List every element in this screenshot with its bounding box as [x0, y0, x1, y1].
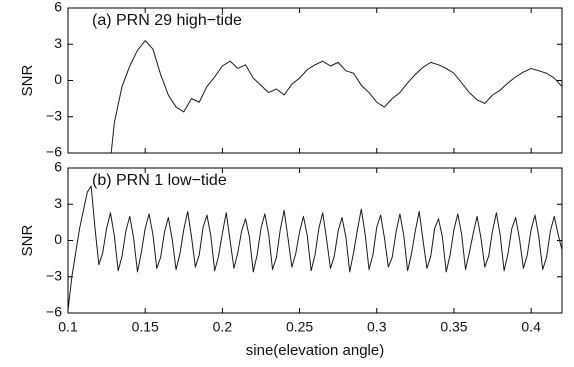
x-tick-label: 0.15 — [132, 319, 159, 335]
y-tick-label: −6 — [46, 144, 62, 160]
plot-frame — [67, 167, 563, 314]
plot-frame — [67, 7, 563, 154]
y-axis-label: SNR — [19, 224, 36, 256]
y-tick-label: 6 — [54, 159, 62, 175]
y-tick-label: 3 — [54, 35, 62, 51]
panel-annotation: (b) PRN 1 low−tide — [92, 172, 227, 189]
y-tick-label: 0 — [54, 71, 62, 87]
snr-line — [110, 40, 563, 154]
x-axis-label: sine(elevation angle) — [246, 342, 384, 359]
x-tick-label: 0.35 — [440, 319, 467, 335]
x-tick-label: 0.2 — [213, 319, 233, 335]
y-tick-label: 6 — [54, 0, 62, 15]
y-tick-label: −3 — [46, 267, 62, 283]
snr-line — [67, 185, 563, 311]
x-tick-label: 0.4 — [521, 319, 541, 335]
y-axis-label: SNR — [19, 64, 36, 96]
y-tick-label: 3 — [54, 195, 62, 211]
x-tick-label: 0.25 — [286, 319, 313, 335]
panel-annotation: (a) PRN 29 high−tide — [92, 12, 242, 29]
y-tick-label: 0 — [54, 231, 62, 247]
y-tick-label: −6 — [46, 304, 62, 320]
x-tick-label: 0.3 — [367, 319, 387, 335]
y-tick-label: −3 — [46, 107, 62, 123]
x-tick-label: 0.1 — [58, 319, 78, 335]
